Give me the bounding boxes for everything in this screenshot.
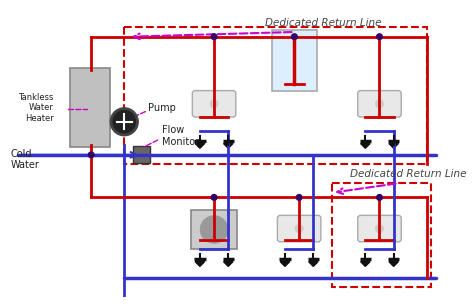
- Polygon shape: [361, 262, 370, 266]
- Circle shape: [111, 109, 137, 135]
- Circle shape: [295, 225, 303, 232]
- Polygon shape: [224, 144, 233, 148]
- Polygon shape: [280, 262, 290, 266]
- FancyBboxPatch shape: [277, 215, 321, 242]
- Circle shape: [292, 34, 297, 40]
- Text: Dedicated Return Line: Dedicated Return Line: [264, 18, 381, 28]
- Circle shape: [211, 34, 217, 40]
- Polygon shape: [389, 262, 398, 266]
- Text: Pump: Pump: [148, 102, 176, 113]
- Circle shape: [377, 34, 383, 40]
- FancyBboxPatch shape: [133, 146, 150, 163]
- FancyBboxPatch shape: [358, 215, 401, 242]
- Circle shape: [88, 152, 94, 158]
- Circle shape: [211, 195, 217, 200]
- Circle shape: [376, 100, 383, 108]
- FancyBboxPatch shape: [272, 30, 317, 91]
- Circle shape: [296, 195, 302, 200]
- FancyBboxPatch shape: [192, 91, 236, 117]
- Text: Cold
Water: Cold Water: [11, 149, 40, 170]
- Text: Flow
Monitor: Flow Monitor: [162, 125, 199, 147]
- Polygon shape: [361, 144, 370, 148]
- Polygon shape: [195, 262, 205, 266]
- Polygon shape: [224, 262, 233, 266]
- Text: Tankless
Water
Heater: Tankless Water Heater: [18, 93, 54, 123]
- Circle shape: [201, 216, 228, 243]
- Polygon shape: [309, 262, 318, 266]
- FancyBboxPatch shape: [358, 91, 401, 117]
- FancyBboxPatch shape: [71, 68, 110, 147]
- Polygon shape: [389, 144, 398, 148]
- Circle shape: [376, 225, 383, 232]
- FancyBboxPatch shape: [191, 210, 237, 249]
- Polygon shape: [195, 144, 205, 148]
- Text: Dedicated Return Line: Dedicated Return Line: [350, 169, 466, 179]
- Circle shape: [377, 195, 383, 200]
- Circle shape: [210, 100, 218, 108]
